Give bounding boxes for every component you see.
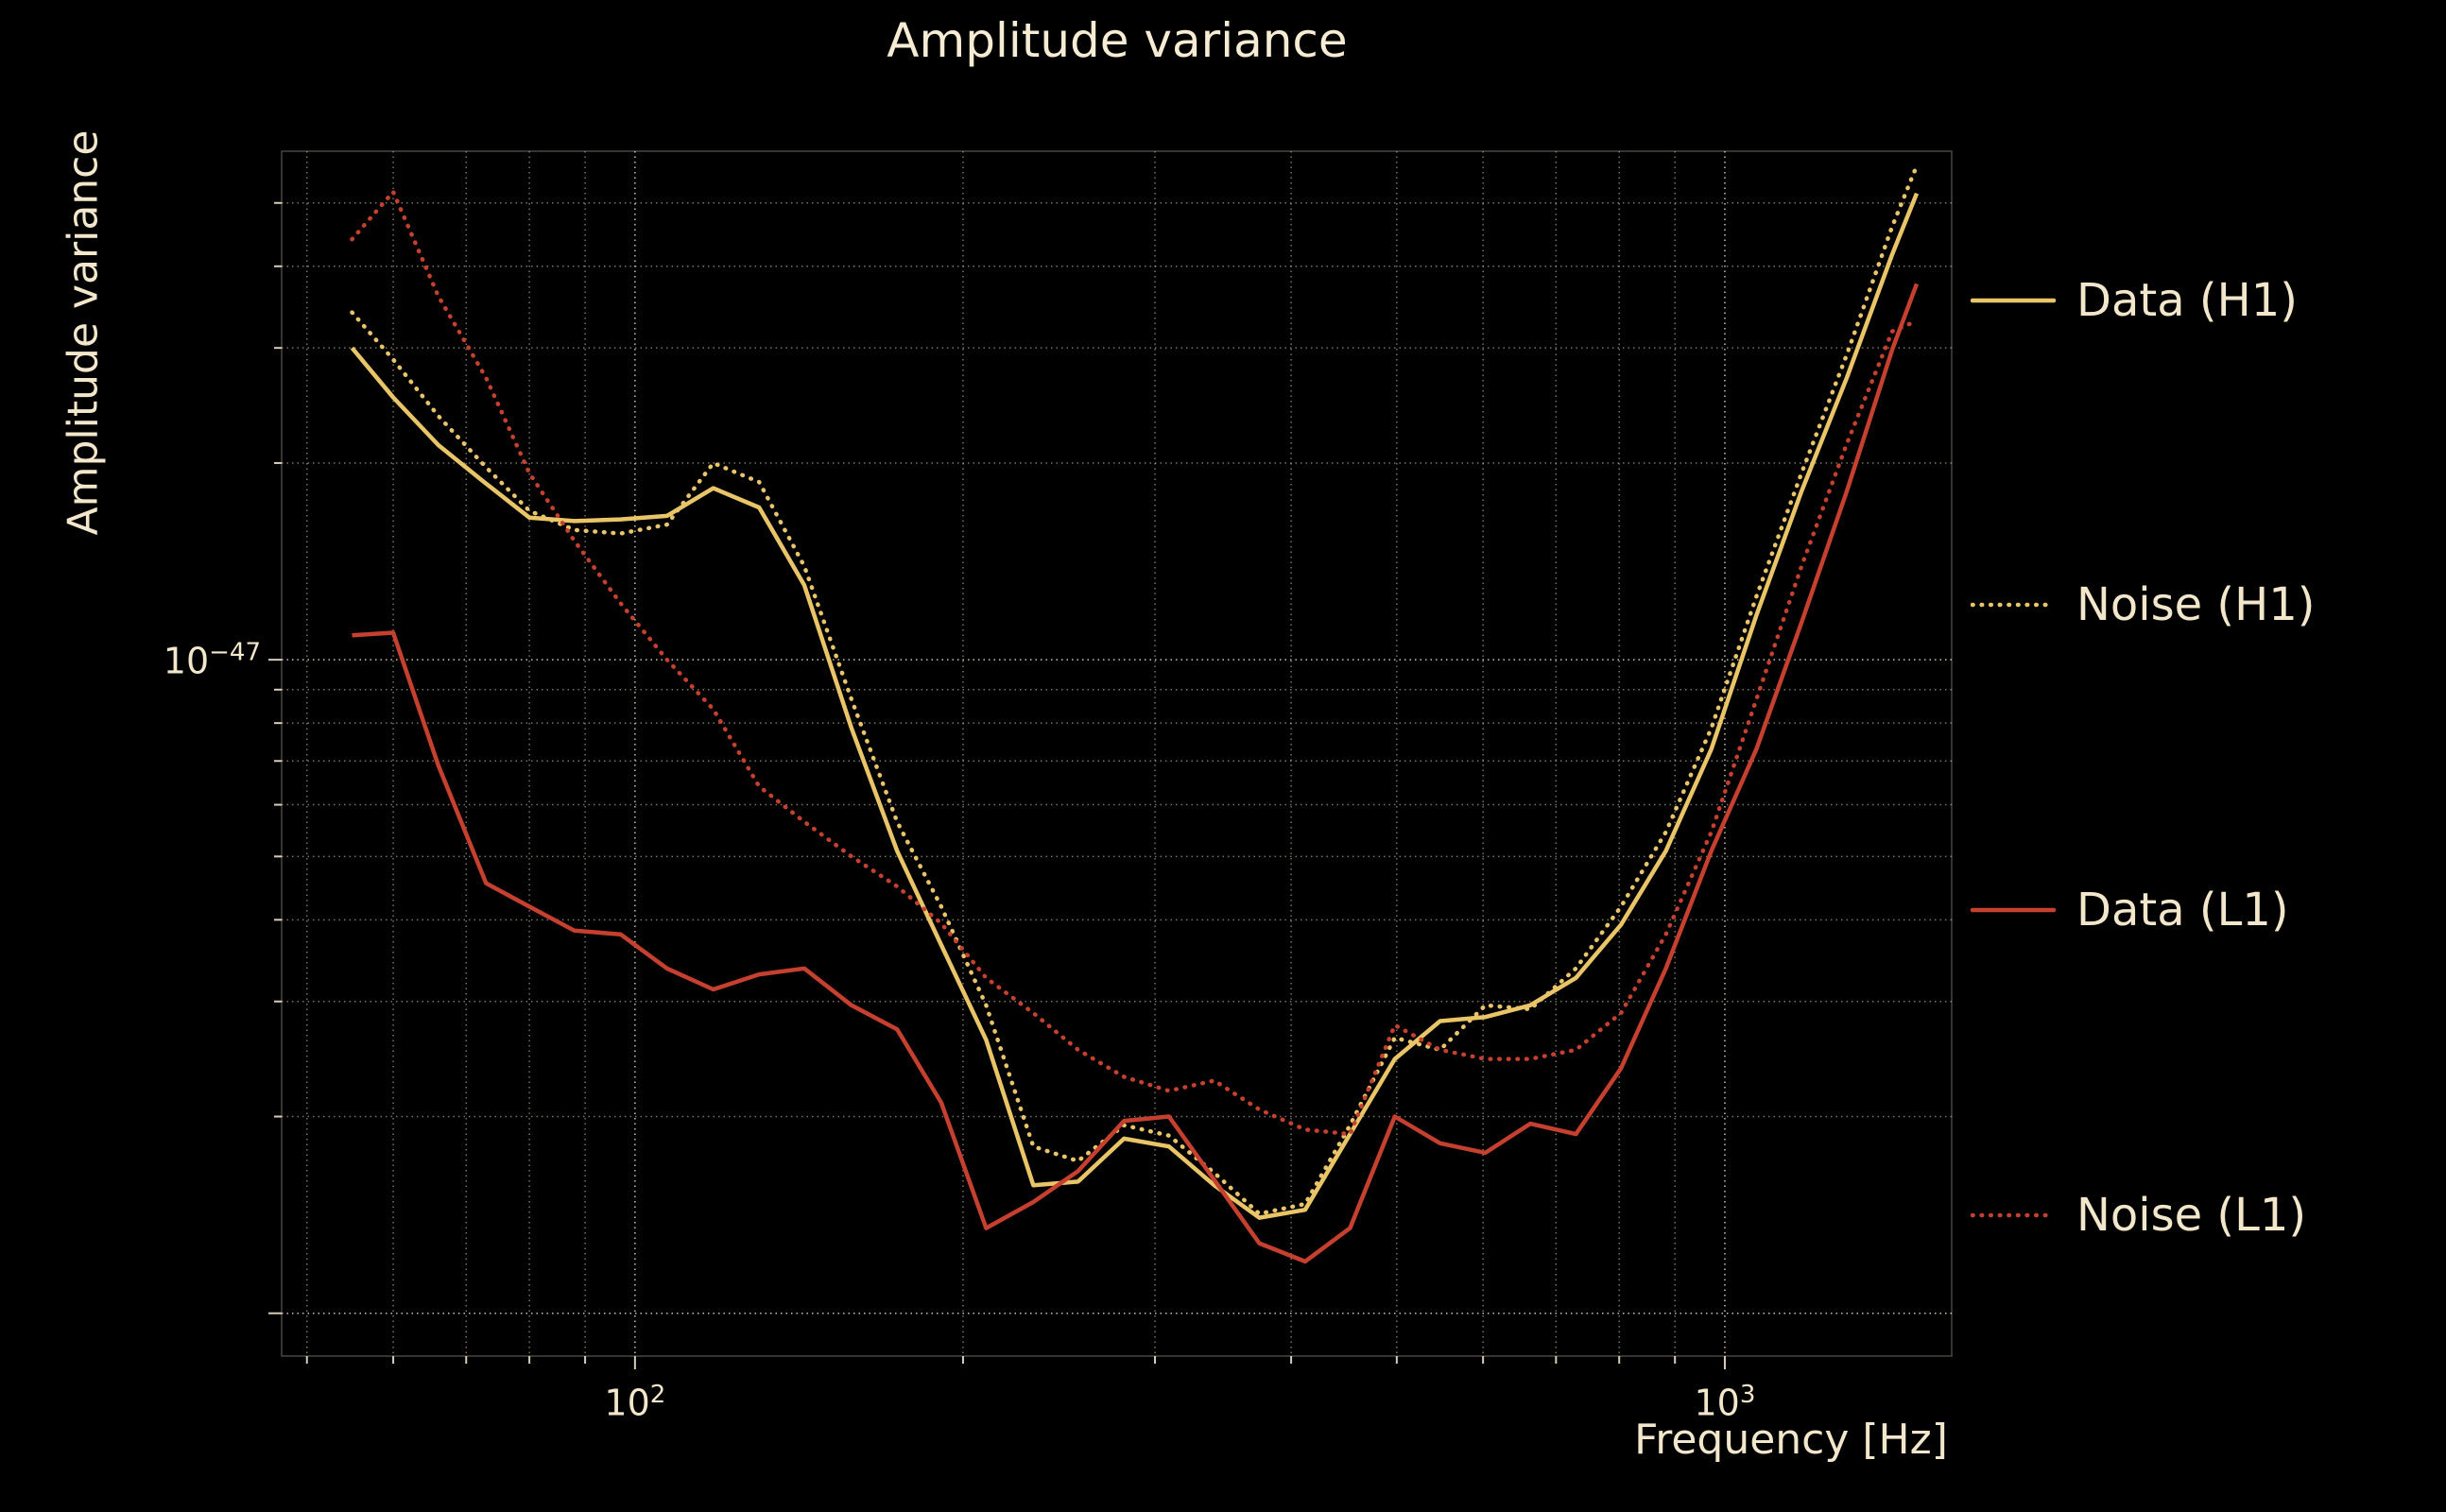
x-axis-label: Frequency [Hz] — [1634, 1416, 1948, 1464]
legend-item-data-h1: Data (H1) — [1971, 272, 2298, 329]
legend-line-sample — [1971, 298, 2056, 303]
legend-line-sample — [1971, 602, 2056, 608]
series-line-data-h1 — [350, 192, 1920, 1220]
legend: Data (H1) Noise (H1) Data (L1) Noise (L1… — [1971, 0, 2443, 1512]
chart-title: Amplitude variance — [887, 13, 1348, 68]
legend-label: Data (H1) — [2076, 274, 2298, 327]
plot-frame — [281, 150, 1953, 1357]
legend-label: Noise (H1) — [2076, 578, 2316, 631]
x-tick-label: 103 — [1694, 1381, 1756, 1424]
legend-line-sample — [1971, 1212, 2056, 1218]
y-tick-label: 10−47 — [163, 638, 261, 682]
legend-line-sample — [1971, 907, 2056, 913]
series-line-data-l1 — [352, 283, 1920, 1264]
legend-item-noise-l1: Noise (L1) — [1971, 1187, 2306, 1244]
legend-label: Noise (L1) — [2076, 1189, 2307, 1242]
legend-label: Data (L1) — [2076, 884, 2289, 936]
y-axis-label: Amplitude variance — [59, 129, 108, 536]
series-line-noise-l1 — [350, 189, 1920, 1137]
series-line-noise-h1 — [350, 163, 1920, 1216]
legend-item-data-l1: Data (L1) — [1971, 882, 2289, 938]
x-tick-label: 102 — [604, 1381, 666, 1424]
legend-item-noise-h1: Noise (H1) — [1971, 576, 2316, 633]
